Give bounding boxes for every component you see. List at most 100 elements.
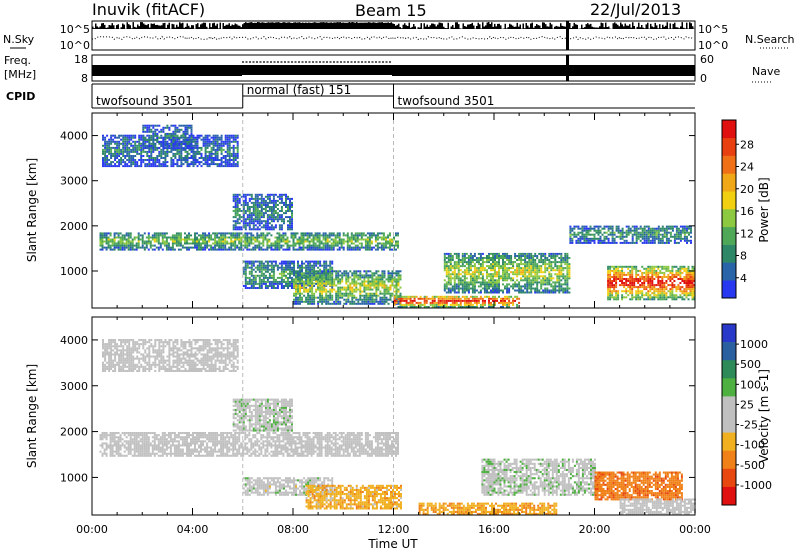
power-echo-cell — [319, 270, 321, 272]
power-echo-cell — [237, 222, 239, 224]
power-echo-cell — [237, 157, 239, 159]
power-echo-cell — [363, 239, 365, 241]
power-echo-cell — [219, 137, 221, 139]
power-echo-cell — [460, 273, 462, 275]
power-echo-cell — [331, 243, 333, 245]
power-echo-cell — [450, 296, 452, 298]
power-echo-cell — [446, 273, 448, 275]
power-echo-cell — [333, 245, 335, 247]
power-echo-cell — [178, 151, 180, 153]
power-echo-cell — [550, 265, 552, 267]
power-echo-cell — [444, 298, 446, 300]
power-echo-cell — [355, 241, 357, 243]
power-echo-cell — [281, 285, 283, 287]
power-echo-cell — [494, 279, 496, 281]
power-echo-cell — [341, 278, 343, 280]
power-echo-cell — [281, 279, 283, 281]
power-echo-cell — [269, 194, 271, 196]
power-echo-cell — [140, 153, 142, 155]
power-echo-cell — [146, 135, 148, 137]
power-echo-cell — [498, 253, 500, 255]
power-echo-cell — [540, 275, 542, 277]
power-echo-cell — [442, 302, 444, 304]
power-echo-cell — [144, 241, 146, 243]
power-echo-cell — [297, 276, 299, 278]
power-echo-cell — [329, 267, 331, 269]
power-echo-cell — [375, 285, 377, 287]
power-echo-cell — [480, 267, 482, 269]
power-echo-cell — [120, 161, 122, 163]
power-echo-cell — [276, 232, 278, 234]
power-echo-cell — [544, 259, 546, 261]
power-echo-cell — [233, 165, 235, 167]
power-echo-cell — [185, 149, 187, 151]
power-echo-cell — [291, 228, 293, 230]
power-echo-cell — [583, 230, 585, 232]
power-echo-cell — [307, 281, 309, 283]
power-echo-cell — [309, 295, 311, 297]
power-echo-cell — [355, 239, 357, 241]
power-echo-cell — [223, 155, 225, 157]
power-echo-cell — [365, 247, 367, 249]
power-echo-cell — [552, 269, 554, 271]
power-echo-cell — [472, 273, 474, 275]
power-echo-cell — [325, 274, 327, 276]
power-echo-cell — [478, 285, 480, 287]
power-echo-cell — [289, 249, 291, 251]
power-echo-cell — [261, 263, 263, 265]
power-echo-cell — [197, 161, 199, 163]
power-echo-cell — [202, 232, 204, 234]
power-echo-cell — [524, 267, 526, 269]
power-echo-cell — [178, 165, 180, 167]
power-echo-cell — [134, 155, 136, 157]
power-echo-cell — [444, 263, 446, 265]
power-echo-cell — [384, 285, 386, 287]
power-echo-cell — [191, 129, 193, 131]
power-echo-cell — [201, 153, 203, 155]
power-echo-cell — [331, 295, 333, 297]
power-echo-cell — [261, 220, 263, 222]
power-echo-cell — [233, 151, 235, 153]
power-echo-cell — [110, 155, 112, 157]
power-echo-cell — [482, 279, 484, 281]
power-echo-cell — [337, 301, 339, 303]
power-echo-cell — [303, 283, 305, 285]
power-echo-cell — [227, 143, 229, 145]
power-echo-cell — [369, 289, 371, 291]
power-echo-cell — [267, 210, 269, 212]
power-echo-cell — [158, 141, 160, 143]
power-echo-cell — [313, 272, 315, 274]
power-echo-cell — [546, 290, 548, 292]
power-echo-cell — [128, 143, 130, 145]
power-echo-cell — [162, 232, 164, 234]
power-echo-cell — [524, 259, 526, 261]
power-echo-cell — [458, 285, 460, 287]
power-echo-cell — [347, 272, 349, 274]
power-echo-cell — [188, 243, 190, 245]
power-echo-cell — [564, 261, 566, 263]
power-echo-cell — [277, 214, 279, 216]
power-echo-cell — [528, 277, 530, 279]
power-echo-cell — [108, 141, 110, 143]
power-echo-cell — [178, 243, 180, 245]
power-echo-cell — [564, 257, 566, 259]
power-echo-cell — [375, 249, 377, 251]
power-echo-cell — [148, 234, 150, 236]
power-echo-cell — [124, 249, 126, 251]
power-echo-cell — [560, 273, 562, 275]
power-echo-cell — [510, 279, 512, 281]
power-echo-cell — [128, 147, 130, 149]
power-echo-cell — [343, 234, 345, 236]
power-echo-cell — [504, 253, 506, 255]
power-echo-cell — [526, 277, 528, 279]
power-echo-cell — [243, 194, 245, 196]
power-echo-cell — [224, 232, 226, 234]
power-echo-cell — [339, 243, 341, 245]
power-echo-cell — [247, 202, 249, 204]
power-echo-cell — [540, 269, 542, 271]
power-echo-cell — [446, 283, 448, 285]
power-echo-cell — [524, 261, 526, 263]
power-echo-cell — [299, 303, 301, 305]
power-echo-cell — [446, 275, 448, 277]
power-echo-cell — [152, 165, 154, 167]
